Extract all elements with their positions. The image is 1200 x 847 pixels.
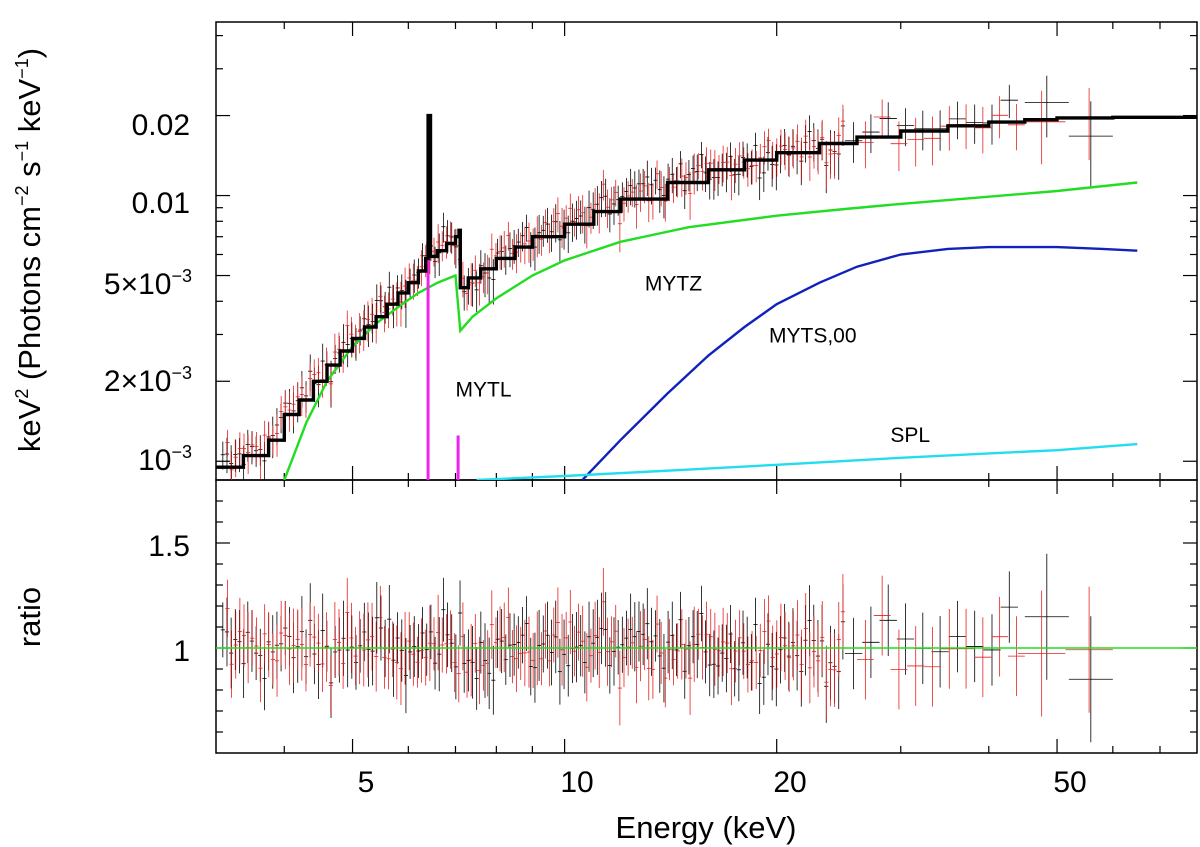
label-mytz: MYTZ (645, 272, 702, 295)
x-tick-label-10: 10 (560, 766, 593, 799)
x-tick-label-5: 5 (358, 766, 375, 799)
y-tick-label-1.5: 1.5 (148, 530, 190, 563)
y-axis-title-bottom: ratio (12, 587, 47, 647)
y-axis-title-top: keV2 (Photons cm−2 s−1 keV−1) (12, 48, 47, 452)
model-curve-spl (477, 444, 1138, 480)
model-curve-mytz (284, 183, 1137, 481)
label-mytl: MYTL (456, 379, 512, 402)
spectrum-figure: 0.02 0.01 5×10−3 2×10−3 10−3 1.5 1 5 10 … (0, 0, 1200, 847)
top-panel-frame (216, 22, 1197, 480)
y-tick-label-1e-3: 10−3 (138, 442, 192, 477)
y-tick-label-5e-3: 5×10−3 (104, 266, 192, 301)
y-tick-label-0.01: 0.01 (132, 187, 190, 220)
x-axis-title: Energy (keV) (616, 810, 797, 845)
y-tick-label-2e-3: 2×10−3 (104, 363, 192, 398)
x-tick-label-50: 50 (1053, 766, 1086, 799)
label-spl: SPL (890, 424, 930, 447)
y-tick-label-0.02: 0.02 (132, 109, 190, 142)
y-tick-label-1: 1 (173, 635, 190, 668)
x-tick-label-20: 20 (773, 766, 806, 799)
label-myts00: MYTS,00 (769, 324, 857, 347)
